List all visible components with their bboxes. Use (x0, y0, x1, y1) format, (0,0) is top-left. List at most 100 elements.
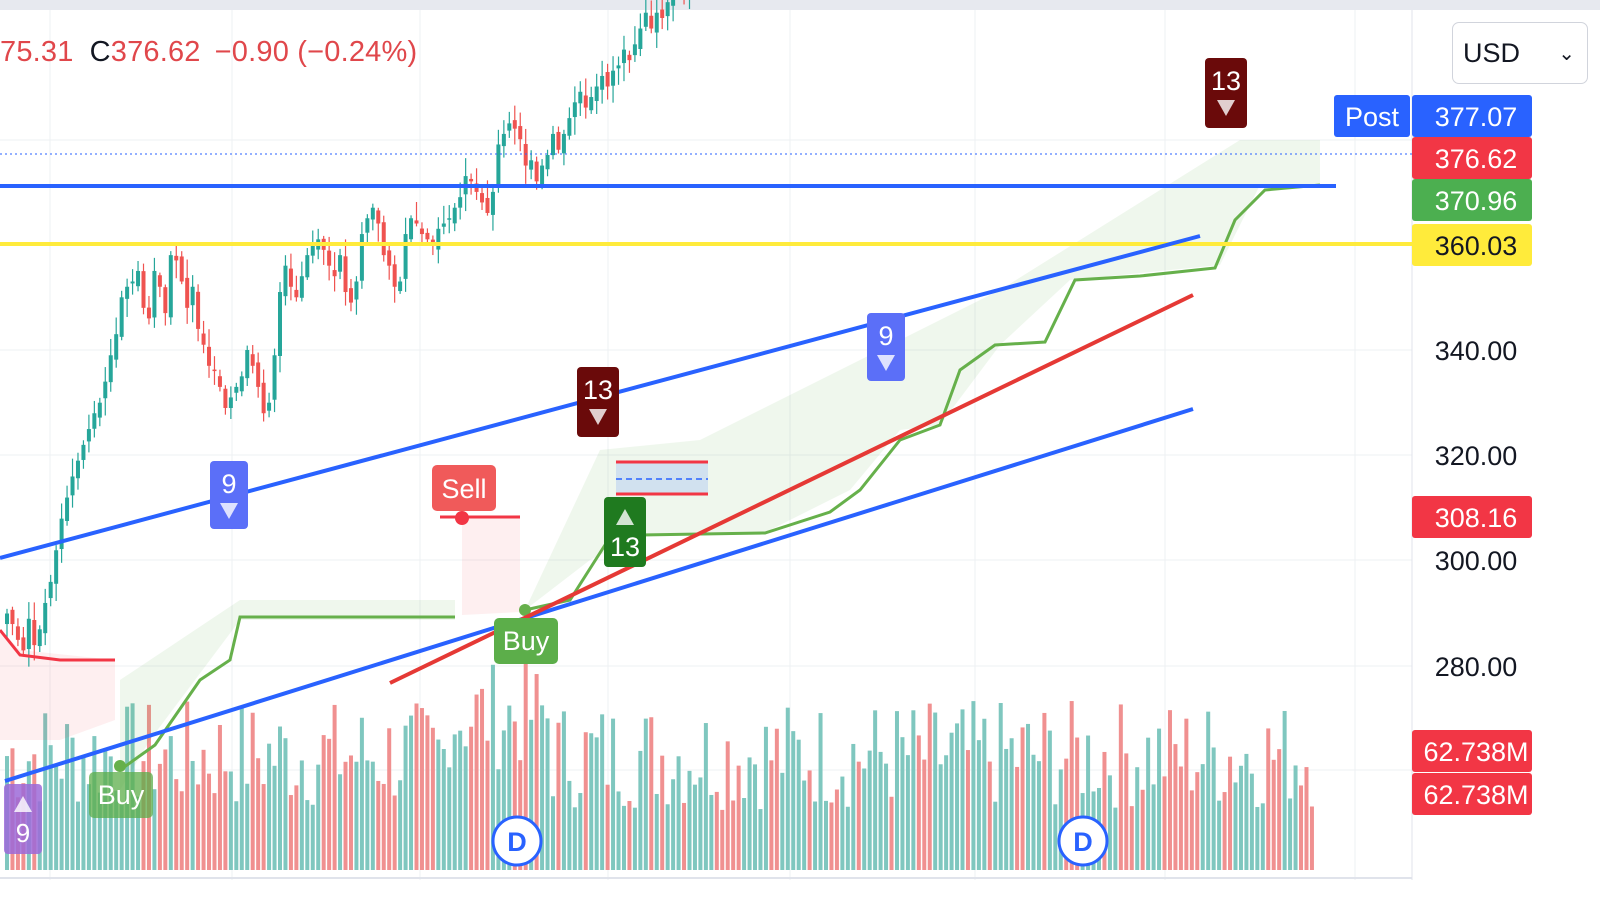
volume-bar (425, 715, 430, 870)
yellow-level-label-text: 360.03 (1435, 231, 1518, 261)
volume-bar (370, 761, 375, 870)
sell-signal-text: Sell (441, 474, 486, 504)
volume-bar (1222, 792, 1227, 870)
candle-body (163, 287, 168, 314)
candle-body (507, 123, 512, 131)
volume-bar (1277, 749, 1282, 870)
volume-bar (1200, 764, 1205, 870)
td-thirteen-marker-text: 13 (1211, 66, 1241, 96)
volume-bar (567, 780, 572, 870)
volume-bar (938, 764, 943, 870)
candle-body (75, 460, 80, 479)
last-price-label (1412, 137, 1532, 179)
volume-bar (616, 791, 621, 870)
candle-body (86, 429, 91, 442)
volume-bar (1157, 728, 1162, 870)
candle-body (338, 255, 343, 272)
candle-body (403, 234, 408, 279)
volume-bar (774, 728, 779, 870)
candle-body (146, 307, 151, 319)
volume-bar (884, 763, 889, 870)
volume-bar (1255, 806, 1260, 870)
candle-body (185, 277, 190, 308)
candle-body (239, 376, 244, 392)
candle-body (496, 144, 501, 187)
volume-bar (894, 711, 899, 870)
volume-bar (578, 793, 583, 870)
volume-bar (512, 721, 517, 870)
candle-body (632, 44, 637, 56)
green-level-label (1412, 179, 1532, 221)
td-thirteen-up-marker (604, 497, 646, 567)
candle-body (540, 165, 545, 184)
volume-label-2-text: 62.738M (1423, 780, 1528, 810)
volume-bar (671, 779, 676, 870)
volume-bar (747, 757, 752, 870)
candle-body (10, 609, 15, 625)
volume-bar (627, 801, 632, 870)
volume-bar (1206, 711, 1211, 870)
volume-bar (163, 749, 168, 870)
buy-signal-text: Buy (503, 626, 550, 656)
td-nine-marker-text: 9 (221, 469, 236, 499)
post-tag (1334, 95, 1410, 137)
volume-bar (987, 761, 992, 870)
td-nine-up-marker (4, 784, 42, 854)
candle-body (157, 275, 162, 287)
candle-body (414, 220, 419, 224)
candle-body (92, 413, 97, 429)
supertrend-green-line (119, 615, 455, 772)
range-box (616, 462, 708, 494)
buy-signal (494, 618, 558, 664)
volume-bar (589, 733, 594, 870)
volume-bar (256, 758, 261, 870)
volume-bar (927, 703, 932, 870)
candle-body (136, 270, 141, 287)
volume-bar (654, 793, 659, 870)
volume-bar (1047, 730, 1052, 870)
volume-bar (245, 783, 250, 870)
volume-bar (436, 739, 441, 870)
candle-body (5, 613, 9, 625)
volume-bar (769, 760, 774, 870)
volume-bar (911, 710, 916, 870)
volume-bar (856, 761, 861, 870)
candle-body (305, 255, 310, 278)
volume-bar (392, 795, 397, 870)
volume-bar (174, 779, 179, 870)
volume-bar (480, 688, 485, 870)
candle-body (130, 281, 135, 284)
volume-bar (1124, 753, 1129, 870)
close-value: 376.62 (110, 36, 201, 68)
candle-body (261, 382, 266, 414)
volume-bar (873, 710, 878, 870)
volume-bar (916, 735, 921, 870)
volume-bar (851, 743, 856, 870)
candle-body (48, 581, 53, 599)
volume-bar (518, 760, 523, 870)
candle-body (234, 386, 239, 393)
currency-select[interactable]: USD ⌄ (1452, 22, 1588, 84)
volume-bar (1146, 737, 1151, 870)
volume-bar (1140, 789, 1145, 870)
candle-body (327, 250, 332, 266)
candle-body (81, 444, 86, 460)
volume-bar (1118, 704, 1123, 870)
sell-signal (432, 465, 496, 511)
volume-bar (725, 741, 730, 870)
volume-bar (785, 707, 790, 870)
close-label: C (89, 36, 111, 68)
volume-bar (736, 765, 741, 870)
volume-bar (1309, 806, 1314, 870)
volume-bar (802, 780, 807, 870)
candle-body (119, 297, 124, 337)
volume-bar (742, 798, 747, 870)
candle-body (283, 265, 288, 297)
candle-body (534, 161, 539, 182)
supertrend-dot (519, 604, 531, 616)
volume-bar (698, 777, 703, 870)
candle-body (654, 12, 659, 33)
volume-bar (829, 802, 834, 870)
volume-bar (507, 705, 512, 870)
